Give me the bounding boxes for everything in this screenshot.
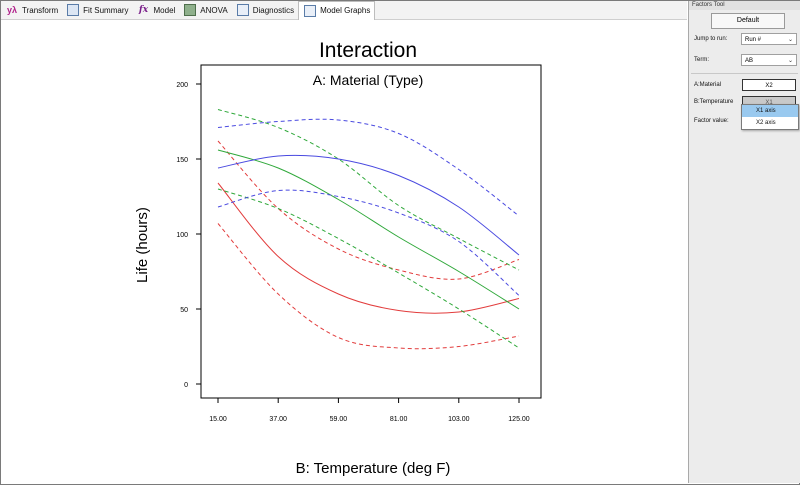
tab-model-graphs[interactable]: Model Graphs [298,0,376,20]
x-ticks: 15.00 37.00 59.00 81.00 103.00 125.00 [209,398,530,423]
jump-to-run-select[interactable]: Run # ⌄ [741,33,797,45]
tab-label: Model Graphs [320,6,371,15]
default-button[interactable]: Default [711,13,785,29]
panel-title: Factors Tool [689,1,800,10]
term-value: AB [745,58,754,64]
chevron-down-icon: ⌄ [787,37,793,43]
tab-bar: yλ Transform Fit Summary fx Model ANOVA … [1,0,687,20]
x-tick-label: 37.00 [269,416,287,423]
series-line-5 [217,188,520,349]
y-tick-label: 0 [184,382,188,389]
y-tick-label: 200 [176,82,188,89]
model-graphs-icon [303,4,317,17]
dropdown-item-x1-axis[interactable]: X1 axis [742,105,798,117]
tab-label: Fit Summary [83,5,129,15]
series-line-4 [217,109,520,271]
y-tick-label: 150 [176,157,188,164]
dropdown-item-x2-axis[interactable]: X2 axis [756,120,776,126]
x-tick-label: 125.00 [508,416,530,423]
factor-b-label: B:Temperature [694,99,734,105]
tab-fit-summary[interactable]: Fit Summary [62,1,132,19]
series-line-2 [217,223,520,350]
x-tick-label: 15.00 [209,416,227,423]
series-lines [217,109,520,350]
calculator-icon [183,4,197,16]
series-line-0 [217,182,520,314]
tab-label: Model [153,5,176,15]
y-tick-label: 50 [180,307,188,314]
term-select[interactable]: AB ⌄ [741,54,797,66]
tab-transform[interactable]: yλ Transform [1,1,62,19]
chevron-down-icon: ⌄ [787,58,793,64]
lambda-icon: yλ [6,5,17,15]
chart-subtitle: A: Material (Type) [313,72,423,88]
series-line-7 [217,118,520,217]
fx-icon: fx [138,5,149,15]
divider [691,73,798,74]
factors-tool-panel: Factors Tool Default Jump to run: Run # … [688,1,800,483]
plot-frame [200,64,542,399]
tab-diagnostics[interactable]: Diagnostics [232,1,298,19]
axis-dropdown-menu: X1 axis X2 axis [741,104,799,130]
series-line-1 [217,140,520,280]
term-label: Term: [694,57,709,63]
jump-to-run-value: Run # [745,37,762,43]
x-tick-label: 103.00 [448,416,470,423]
fit-summary-icon [66,4,80,16]
jump-to-run-label: Jump to run: [694,36,728,42]
factor-a-axis-box[interactable]: X2 [742,79,796,91]
tab-anova[interactable]: ANOVA [179,1,231,19]
tab-label: Diagnostics [252,5,295,15]
series-line-8 [217,189,520,296]
tab-model[interactable]: fx Model [133,1,180,19]
interaction-chart: Interaction A: Material (Type) Life (hou… [134,39,542,477]
x-tick-label: 81.00 [390,416,408,423]
x-axis-label: B: Temperature (deg F) [296,460,451,477]
tab-label: ANOVA [200,5,228,15]
diagnostics-icon [236,4,250,16]
y-tick-label: 100 [176,232,188,239]
y-axis-label: Life (hours) [134,207,151,283]
factor-value-label: Factor value: [694,118,729,124]
graph-area: Interaction A: Material (Type) Life (hou… [1,20,687,483]
tab-label: Transform [22,5,59,15]
chart-title: Interaction [319,39,417,62]
series-line-3 [217,149,520,310]
y-ticks: 0 50 100 150 200 [176,82,201,389]
x-tick-label: 59.00 [330,416,348,423]
series-line-6 [217,154,520,256]
factor-a-label: A:Material [694,82,722,88]
